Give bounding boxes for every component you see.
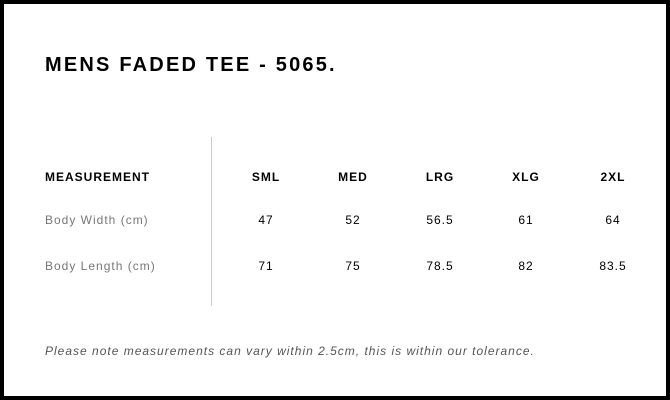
- table-cell: 78.5: [426, 259, 454, 273]
- column-divider: [211, 137, 212, 306]
- header-2xl: 2XL: [600, 170, 626, 184]
- size-chart: MENS FADED TEE - 5065. MEASUREMENT SML M…: [4, 4, 666, 396]
- row-label-body-width: Body Width (cm): [45, 213, 149, 227]
- header-measurement: MEASUREMENT: [45, 170, 151, 184]
- table-cell: 75: [345, 259, 361, 273]
- table-cell: 71: [258, 259, 274, 273]
- table-cell: 47: [258, 213, 274, 227]
- table-cell: 56.5: [426, 213, 454, 227]
- table-cell: 61: [518, 213, 534, 227]
- header-sml: SML: [251, 170, 281, 184]
- table-cell: 82: [518, 259, 534, 273]
- table-cell: 52: [345, 213, 361, 227]
- header-lrg: LRG: [425, 170, 455, 184]
- row-label-body-length: Body Length (cm): [45, 259, 156, 273]
- page-title: MENS FADED TEE - 5065.: [45, 54, 337, 76]
- tolerance-note: Please note measurements can vary within…: [45, 344, 535, 358]
- header-xlg: XLG: [512, 170, 540, 184]
- table-cell: 64: [605, 213, 621, 227]
- table-cell: 83.5: [599, 259, 627, 273]
- header-med: MED: [338, 170, 368, 184]
